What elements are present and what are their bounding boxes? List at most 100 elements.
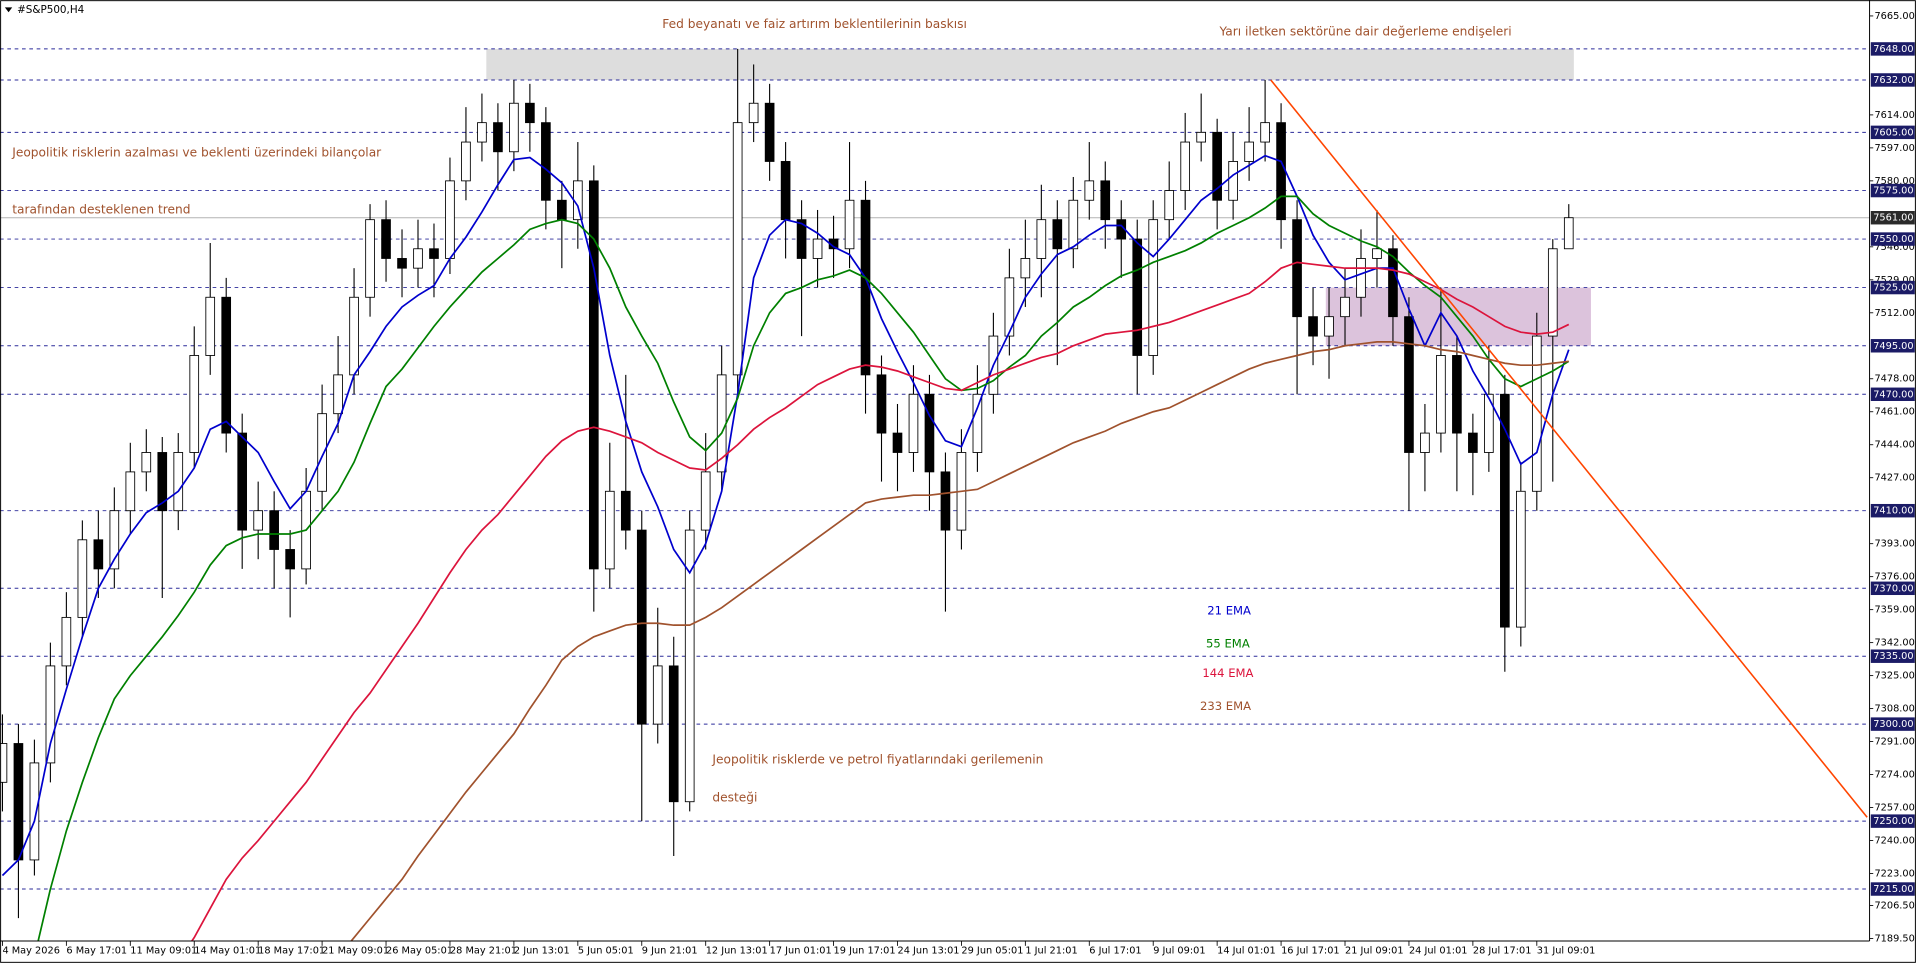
y-tick-label: 7274.00 [1874, 770, 1914, 781]
annotation: Yarı iletken sektörüne dair değerleme en… [1218, 24, 1511, 38]
candle-body [461, 141, 471, 182]
level-label: 7575.00 [1873, 186, 1913, 197]
x-tick-label: 31 Jul 09:01 [1537, 946, 1596, 957]
candle-body [1468, 432, 1478, 453]
candle-body [764, 102, 775, 162]
level-label-box [1870, 649, 1915, 663]
y-tick-label: 7376.00 [1874, 572, 1914, 583]
x-tick-label: 17 Jun 01:01 [770, 946, 832, 957]
candle-body [908, 393, 919, 453]
x-tick-label: 19 Jun 17:01 [834, 946, 896, 957]
level-label: 7550.00 [1873, 234, 1913, 245]
candle-body [1356, 258, 1366, 298]
level-label: 7495.00 [1873, 341, 1913, 352]
level-label: 7632.00 [1873, 75, 1913, 86]
candle-body [700, 471, 711, 531]
candle-body [45, 665, 56, 764]
candle-body [1132, 238, 1143, 356]
candle-body [509, 102, 519, 153]
level-label-box [1870, 882, 1915, 896]
candle-body [61, 616, 72, 667]
candle-body [189, 355, 200, 453]
candle-body [620, 490, 631, 531]
x-tick-label: 21 May 09:01 [322, 946, 389, 957]
annotation: tarafından desteklenen trend [12, 203, 190, 217]
annotation: Jeopolitik risklerin azalması ve beklent… [11, 145, 382, 159]
candle-body [525, 102, 535, 124]
legend-entry: 233 EMA [1200, 699, 1251, 713]
legend-entry: 144 EMA [1202, 666, 1253, 680]
candle-body [1196, 131, 1206, 143]
y-tick-label: 7342.00 [1874, 638, 1914, 649]
level-label: 7335.00 [1873, 651, 1913, 662]
candle-body [1563, 217, 1574, 250]
y-tick-label: 7257.00 [1874, 803, 1914, 814]
level-label-box [1870, 717, 1915, 731]
zones-layer [486, 48, 1591, 346]
current-price-box [1870, 211, 1915, 225]
candle-body [221, 296, 232, 434]
candle-body [493, 122, 503, 153]
y-tick-label: 7325.00 [1874, 671, 1914, 682]
symbol-title: #S&P500,H4 [17, 4, 85, 16]
y-tick-label: 7427.00 [1874, 473, 1914, 484]
candle-body [1036, 219, 1047, 259]
candle-body [1404, 316, 1414, 453]
candles-layer [0, 48, 1574, 919]
candle-body [1148, 219, 1159, 356]
candle-body [812, 238, 823, 259]
candle-body [1372, 248, 1382, 259]
candle-body [1324, 316, 1334, 337]
level-label-box [1870, 503, 1915, 518]
candle-body [636, 529, 647, 725]
annotation: Fed beyanatı ve faiz artırım beklentiler… [662, 17, 967, 31]
candle-body [1340, 296, 1350, 318]
candle-body [141, 452, 152, 473]
candle-body [972, 393, 983, 453]
x-tick-label: 21 Jul 09:01 [1345, 946, 1404, 957]
candle-body [780, 161, 791, 221]
level-label-box [1870, 280, 1915, 295]
x-tick-label: 28 Jul 17:01 [1473, 946, 1532, 957]
level-label: 7215.00 [1873, 884, 1913, 895]
candle-body [429, 248, 439, 259]
candle-body [0, 743, 8, 783]
x-tick-label: 9 Jun 21:01 [642, 946, 698, 957]
text-layer: 7665.00 7614.00 7597.00 7580.00 7546.00 7529.… [2, 11, 1914, 957]
candle-body [1260, 122, 1270, 143]
candle-body [1020, 258, 1031, 279]
candle-body [1388, 248, 1398, 318]
level-label: 7370.00 [1873, 583, 1913, 594]
candle-body [381, 219, 391, 259]
x-tick-label: 11 May 09:01 [130, 946, 197, 957]
candle-body [237, 432, 248, 531]
candle-body [1068, 199, 1079, 250]
candle-body [652, 665, 663, 725]
y-tick-label: 7597.00 [1874, 143, 1914, 154]
candle-body [1004, 277, 1015, 337]
candle-body [13, 743, 24, 861]
candle-body [173, 452, 184, 512]
y-tick-label: 7359.00 [1874, 605, 1914, 616]
level-label: 7470.00 [1873, 389, 1913, 400]
candle-body [1180, 141, 1191, 191]
candle-body [1436, 355, 1446, 434]
ema-line [37, 195, 1570, 941]
x-tick-label: 4 May 2026 [2, 946, 59, 957]
candle-body [317, 413, 327, 492]
candle-body [1084, 180, 1095, 201]
candle-body [445, 180, 455, 259]
candle-body [604, 490, 615, 570]
y-tick-label: 7291.00 [1874, 737, 1914, 748]
x-tick-label: 6 Jul 17:01 [1089, 946, 1141, 957]
ema-line [190, 261, 1570, 941]
x-tick-label: 28 May 21:01 [450, 946, 517, 957]
x-tick-label: 29 Jun 05:01 [961, 946, 1023, 957]
trendline [1270, 79, 1868, 818]
candle-body [29, 762, 40, 861]
menu-arrow[interactable] [4, 7, 13, 13]
y-tick-label: 7461.00 [1874, 407, 1914, 418]
y-tick-label: 7614.00 [1874, 110, 1914, 121]
